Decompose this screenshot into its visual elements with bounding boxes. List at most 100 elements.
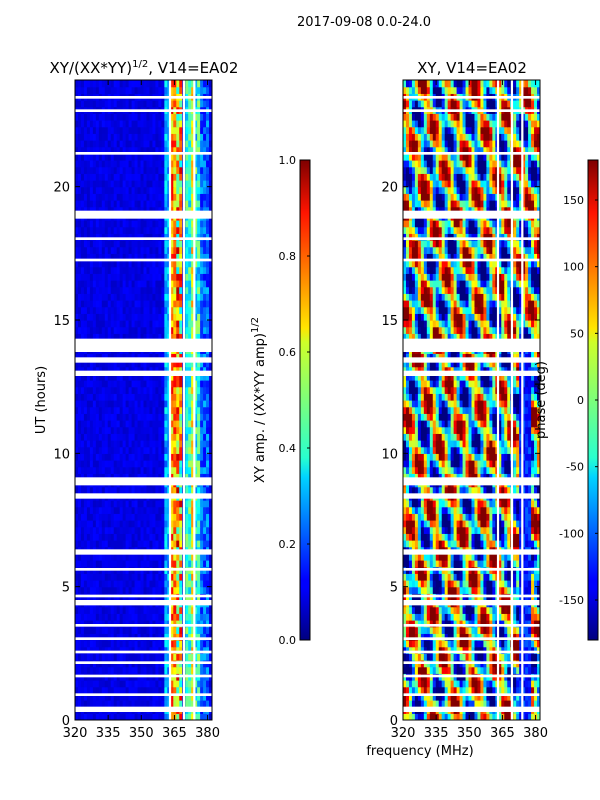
heatmap-cell (179, 633, 183, 641)
heatmap-cell (116, 186, 121, 194)
heatmap-cell (113, 686, 118, 694)
heatmap-cell (203, 640, 207, 648)
heatmap-cell (104, 420, 109, 428)
heatmap-cell (465, 700, 470, 708)
heatmap-cell (504, 700, 508, 708)
heatmap-cell (98, 686, 103, 694)
flagged-time-row (75, 210, 212, 219)
heatmap-cell (185, 440, 189, 448)
heatmap-cell (137, 366, 142, 374)
heatmap-cell (77, 453, 82, 461)
heatmap-cell (125, 646, 130, 654)
heatmap-cell (77, 500, 82, 508)
heatmap-cell (128, 686, 133, 694)
heatmap-cell (122, 173, 127, 181)
heatmap-cell (113, 400, 118, 408)
heatmap-cell (152, 633, 157, 641)
heatmap-cell (113, 220, 118, 228)
heatmap-cell (107, 273, 112, 281)
heatmap-cell (101, 306, 106, 314)
heatmap-cell (173, 613, 177, 621)
heatmap-cell (480, 700, 485, 708)
heatmap-cell (203, 126, 207, 134)
heatmap-cell (107, 220, 112, 228)
heatmap-cell (200, 306, 204, 314)
heatmap-cell (137, 173, 142, 181)
heatmap-cell (116, 306, 121, 314)
heatmap-cell (89, 193, 94, 201)
heatmap-cell (116, 653, 121, 661)
heatmap-cell (86, 646, 91, 654)
heatmap-cell (158, 140, 162, 148)
heatmap-cell (152, 560, 157, 568)
heatmap-cell (185, 360, 189, 368)
heatmap-cell (104, 233, 109, 241)
heatmap-cell (462, 680, 467, 688)
heatmap-cell (98, 326, 103, 334)
heatmap-cell (86, 186, 91, 194)
heatmap-cell (146, 86, 151, 94)
heatmap-cell (209, 700, 212, 708)
heatmap-cell (194, 400, 198, 408)
heatmap-cell (110, 333, 115, 341)
heatmap-cell (170, 306, 174, 314)
heatmap-cell (143, 266, 148, 274)
heatmap-cell (194, 653, 198, 661)
heatmap-cell (134, 253, 139, 261)
heatmap-cell (143, 693, 148, 701)
heatmap-cell (179, 700, 183, 708)
heatmap-cell (128, 526, 133, 534)
heatmap-cell (197, 366, 201, 374)
heatmap-cell (164, 126, 168, 134)
heatmap-cell (176, 646, 180, 654)
heatmap-cell (89, 160, 94, 168)
heatmap-cell (95, 633, 100, 641)
heatmap-cell (149, 126, 154, 134)
heatmap-cell (209, 353, 212, 361)
heatmap-cell (501, 693, 505, 701)
heatmap-cell (116, 606, 121, 614)
heatmap-cell (209, 646, 212, 654)
heatmap-cell (113, 120, 118, 128)
heatmap-cell (173, 713, 177, 720)
heatmap-cell (155, 186, 159, 194)
heatmap-cell (200, 366, 204, 374)
heatmap-cell (125, 360, 130, 368)
heatmap-cell (471, 686, 476, 694)
heatmap-cell (134, 433, 139, 441)
heatmap-cell (113, 113, 118, 121)
heatmap-cell (86, 220, 91, 228)
heatmap-cell (80, 640, 85, 648)
heatmap-cell (125, 426, 130, 434)
heatmap-cell (164, 226, 168, 234)
heatmap-cell (423, 653, 428, 661)
heatmap-cell (486, 686, 490, 694)
heatmap-cell (191, 260, 195, 268)
heatmap-cell (164, 633, 168, 641)
heatmap-cell (441, 640, 446, 648)
heatmap-cell (104, 433, 109, 441)
heatmap-cell (206, 633, 210, 641)
heatmap-cell (104, 286, 109, 294)
heatmap-cell (137, 633, 142, 641)
heatmap-cell (80, 613, 85, 621)
heatmap-cell (173, 180, 177, 188)
heatmap-cell (403, 686, 407, 694)
heatmap-cell (128, 620, 133, 628)
heatmap-cell (75, 206, 79, 214)
heatmap-cell (179, 313, 183, 321)
heatmap-cell (408, 640, 413, 648)
heatmap-cell (86, 320, 91, 328)
heatmap-cell (110, 293, 115, 301)
heatmap-cell (104, 560, 109, 568)
heatmap-cell (152, 166, 157, 174)
heatmap-cell (75, 553, 79, 561)
heatmap-cell (516, 666, 520, 674)
heatmap-cell (119, 140, 124, 148)
heatmap-cell (75, 146, 79, 154)
heatmap-cell (125, 520, 130, 528)
heatmap-cell (170, 253, 174, 261)
heatmap-cell (158, 186, 162, 194)
heatmap-cell (110, 500, 115, 508)
heatmap-cell (173, 620, 177, 628)
